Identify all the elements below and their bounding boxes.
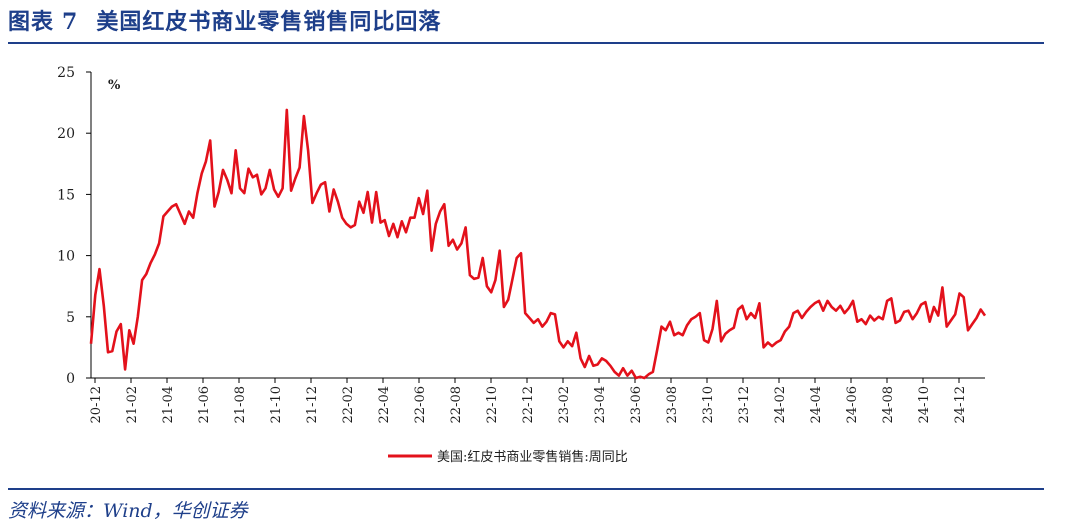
y-tick-label: 10	[57, 249, 75, 265]
x-tick-label: 23-04	[593, 386, 608, 423]
y-tick-label: 0	[66, 371, 75, 387]
x-tick-label: 24-06	[845, 386, 860, 423]
x-tick-label: 23-02	[557, 386, 572, 423]
x-tick-label: 22-08	[449, 386, 464, 423]
y-tick-label: 15	[57, 187, 75, 203]
x-tick-label: 23-08	[665, 386, 680, 423]
figure-number: 7	[62, 9, 79, 35]
series-layer	[89, 108, 987, 380]
x-tick-label: 21-10	[269, 386, 284, 423]
y-axis: 0 5 10 15 20 25	[57, 65, 92, 387]
x-tick-label: 21-04	[161, 386, 176, 423]
series-line	[89, 108, 987, 380]
x-tick-label: 22-02	[341, 386, 356, 423]
x-tick-label: 21-06	[197, 386, 212, 423]
x-tick-label: 24-04	[809, 386, 824, 423]
x-tick-label: 23-10	[701, 386, 716, 423]
figure-label: 图表	[8, 9, 55, 35]
x-tick-label: 21-02	[125, 386, 140, 423]
figure-title-text: 美国红皮书商业零售销售同比回落	[96, 9, 442, 35]
source-rule	[8, 488, 1044, 490]
y-tick-label: 20	[57, 126, 75, 142]
x-tick-label: 22-10	[485, 386, 500, 423]
x-tick-label: 24-08	[881, 386, 896, 423]
x-tick-label: 21-08	[233, 386, 248, 423]
x-tick-label: 24-02	[773, 386, 788, 423]
x-tick-label: 22-04	[377, 386, 392, 423]
title-rule	[8, 42, 1044, 44]
x-tick-label: 21-12	[305, 386, 320, 423]
x-tick-label: 22-06	[413, 386, 428, 423]
x-tick-label: 22-12	[521, 386, 536, 423]
x-tick-label: 23-12	[737, 386, 752, 423]
y-tick-label: 5	[66, 310, 75, 326]
y-tick-label: 25	[57, 65, 75, 81]
x-axis: 20-12 21-02 21-04 21-06 21-08 21-10 21-12 22-02…	[89, 377, 985, 423]
x-tick-label: 24-12	[953, 386, 968, 423]
figure-title: 图表 7 美国红皮书商业零售销售同比回落	[8, 4, 441, 36]
legend-label: 美国:红皮书商业零售销售:周同比	[437, 449, 628, 465]
x-tick-label: 23-06	[629, 386, 644, 423]
x-tick-label: 20-12	[89, 386, 104, 423]
legend: 美国:红皮书商业零售销售:周同比	[388, 449, 628, 465]
x-tick-label: 24-10	[917, 386, 932, 423]
y-unit-label: %	[108, 78, 121, 93]
source-note: 资料来源：Wind，华创证券	[8, 500, 248, 522]
